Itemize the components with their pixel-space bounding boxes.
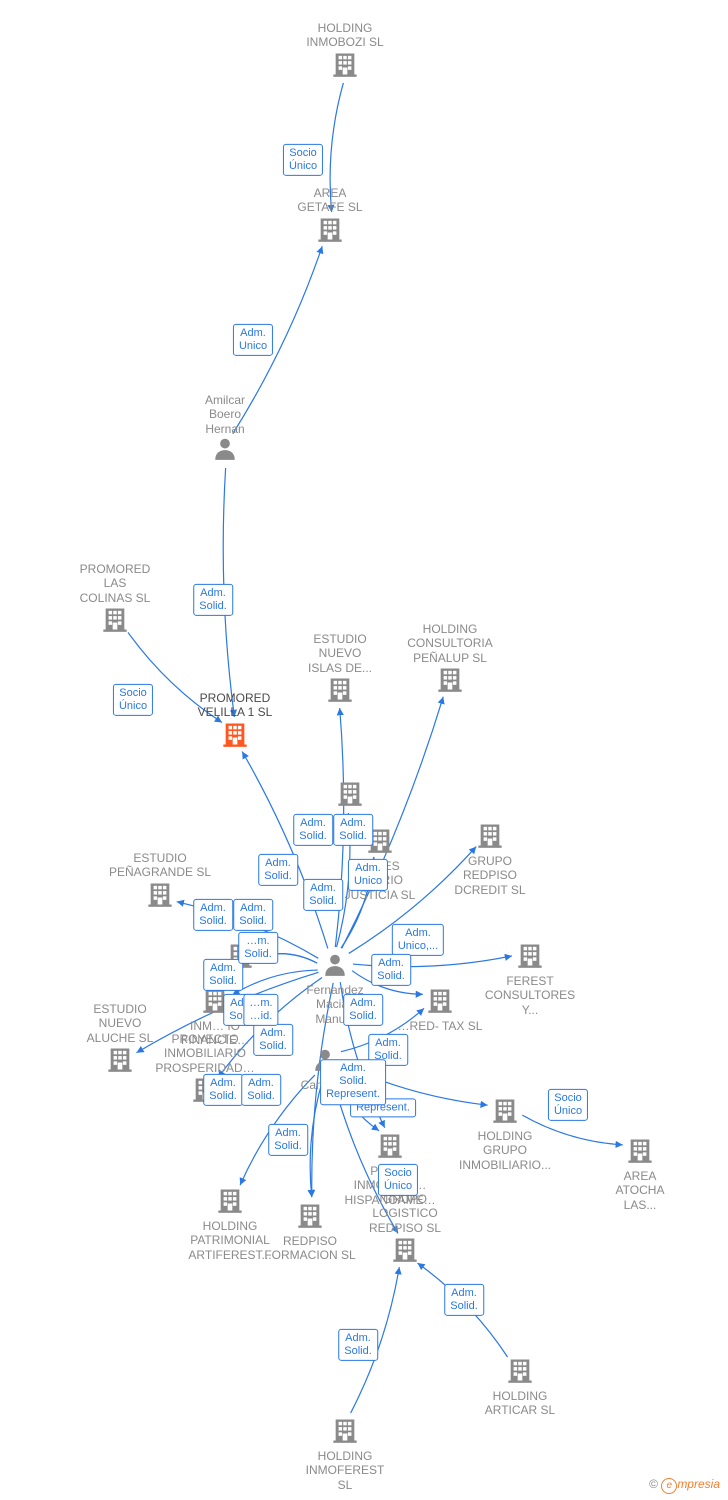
node-label: PROMORED LAS COLINAS SL — [55, 562, 175, 605]
edge-label: Adm. Solid. — [233, 899, 273, 931]
edge-label: Adm. Solid. — [258, 854, 298, 886]
edge-label: Adm. Solid. — [343, 994, 383, 1026]
node-anon_building_mid[interactable] — [290, 779, 410, 812]
building-icon — [506, 1356, 534, 1384]
node-red_tax[interactable]: …RED- TAX SL — [380, 986, 500, 1033]
edge-label: Adm. Solid. — [203, 1074, 243, 1106]
edge-label: Adm. Solid. — [371, 954, 411, 986]
edge-label: Adm. Unico — [348, 859, 388, 891]
node-promored_colinas[interactable]: PROMORED LAS COLINAS SL — [55, 562, 175, 638]
building-icon — [221, 720, 249, 748]
node-label: HOLDING INMOBOZI SL — [285, 21, 405, 50]
node-estudio_nuevo_islas[interactable]: ESTUDIO NUEVO ISLAS DE... — [280, 632, 400, 708]
person-icon — [212, 436, 238, 462]
edge-label: Adm. Solid. — [303, 879, 343, 911]
building-icon — [516, 941, 544, 969]
building-icon — [491, 1096, 519, 1124]
edge-label: Adm. Unico — [233, 324, 273, 356]
node-label: GRUPO LOGISTICO REDPISO SL — [345, 1192, 465, 1235]
building-icon — [426, 986, 454, 1014]
building-icon — [146, 880, 174, 908]
building-icon — [216, 1186, 244, 1214]
edge-label: Adm. Solid. — [203, 959, 243, 991]
node-amilcar[interactable]: Amilcar Boero Hernan — [165, 393, 285, 467]
edge-label: Adm. Solid. — [444, 1284, 484, 1316]
edge-label: Socio Único — [283, 144, 323, 176]
building-icon — [101, 605, 129, 633]
edge-label: Adm. Solid. — [293, 814, 333, 846]
node-label: Amilcar Boero Hernan — [165, 393, 285, 436]
edge-label: Socio Único — [378, 1164, 418, 1196]
brand-name: eempresiampresia — [661, 1477, 720, 1491]
node-label: HOLDING ARTICAR SL — [460, 1389, 580, 1418]
node-label: AREA ATOCHA LAS... — [580, 1169, 700, 1212]
copyright-symbol: © — [649, 1477, 658, 1491]
diagram-canvas: HOLDING INMOBOZI SL AREA GETAFE SL Amilc… — [0, 0, 728, 1500]
node-label: AREA GETAFE SL — [270, 186, 390, 215]
node-label: PROYECTO INMOBILIARIO PROSPERIDAD… — [145, 1032, 265, 1075]
edge-label: Socio Único — [113, 684, 153, 716]
building-icon — [326, 675, 354, 703]
node-label: HOLDING GRUPO INMOBILIARIO... — [445, 1129, 565, 1172]
building-icon — [336, 779, 364, 807]
edge-label: Adm. Solid. — [241, 1074, 281, 1106]
edge-label: Adm. Unico,... — [392, 924, 444, 956]
building-icon — [316, 215, 344, 243]
edge-label: Adm. Solid. — [253, 1024, 293, 1056]
person-icon — [322, 952, 348, 978]
edge-label: Socio Único — [548, 1089, 588, 1121]
building-icon — [376, 1131, 404, 1159]
copyright: © eempresiampresia — [649, 1477, 720, 1494]
building-icon — [436, 665, 464, 693]
node-area_atocha[interactable]: AREA ATOCHA LAS... — [580, 1136, 700, 1212]
node-label: HOLDING INMOFEREST SL — [285, 1449, 405, 1492]
edge-label: Adm. Solid. — [338, 1329, 378, 1361]
edge-label: Adm. Solid. — [193, 899, 233, 931]
node-holding_inmobozi[interactable]: HOLDING INMOBOZI SL — [285, 21, 405, 83]
node-label: ESTUDIO PEÑAGRANDE SL — [100, 851, 220, 880]
node-promored_velilla[interactable]: PROMORED VELILLA 1 SL — [175, 691, 295, 753]
node-holding_articar[interactable]: HOLDING ARTICAR SL — [460, 1356, 580, 1418]
edge-label: Adm. Solid. — [333, 814, 373, 846]
node-grupo_dcredit[interactable]: GRUPO REDPISO DCREDIT SL — [430, 821, 550, 897]
node-label: ESTUDIO NUEVO ISLAS DE... — [280, 632, 400, 675]
edge-label: …m. …id. — [243, 994, 278, 1026]
edge-label: …m. Solid. — [238, 932, 278, 964]
edge-label: Adm. Solid. Represent. — [320, 1059, 386, 1105]
edge-label: Adm. Solid. — [268, 1124, 308, 1156]
node-label: PROMORED VELILLA 1 SL — [175, 691, 295, 720]
node-holding_penalup[interactable]: HOLDING CONSULTORIA PEÑALUP SL — [390, 622, 510, 698]
building-icon — [391, 1235, 419, 1263]
node-holding_inmoferest[interactable]: HOLDING INMOFEREST SL — [285, 1416, 405, 1492]
node-grupo_logistico[interactable]: GRUPO LOGISTICO REDPISO SL — [345, 1192, 465, 1268]
node-label: HOLDING CONSULTORIA PEÑALUP SL — [390, 622, 510, 665]
building-icon — [331, 1416, 359, 1444]
node-label: GRUPO REDPISO DCREDIT SL — [430, 854, 550, 897]
node-label: …RED- TAX SL — [380, 1019, 500, 1033]
building-icon — [626, 1136, 654, 1164]
node-area_getafe[interactable]: AREA GETAFE SL — [270, 186, 390, 248]
building-icon — [296, 1201, 324, 1229]
building-icon — [476, 821, 504, 849]
building-icon — [331, 50, 359, 78]
building-icon — [106, 1045, 134, 1073]
edge-label: Adm. Solid. — [193, 584, 233, 616]
